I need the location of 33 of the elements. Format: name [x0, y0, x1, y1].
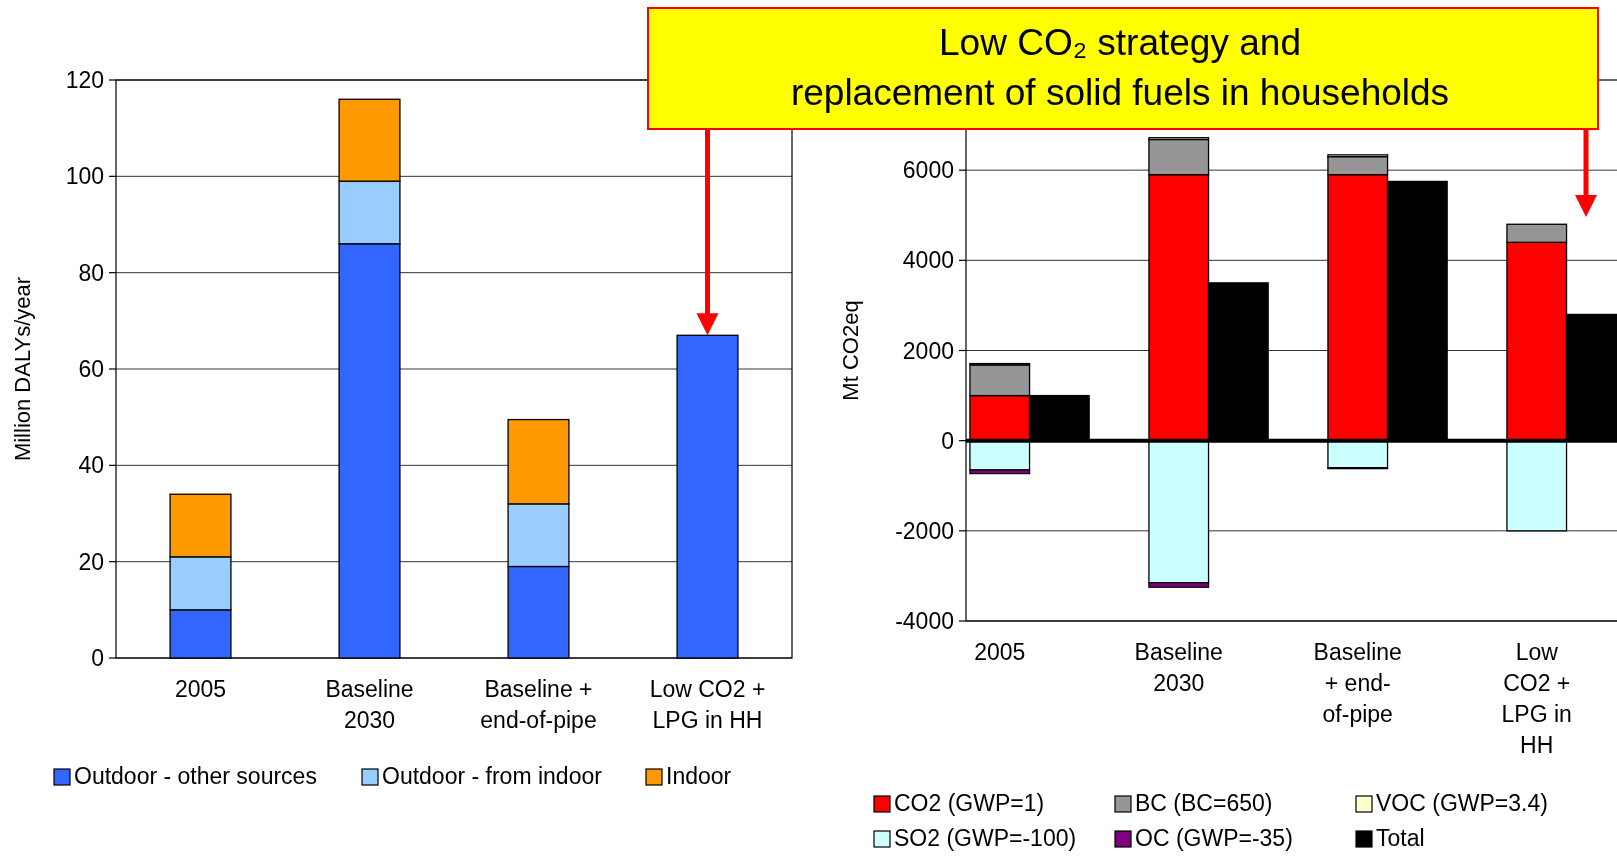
x-tick-label: Baseline 2030 — [325, 676, 414, 733]
legend-label: OC (GWP=-35) — [1135, 825, 1293, 851]
legend-label: Outdoor - from indoor — [382, 763, 603, 789]
x-tick-label: 2005 — [974, 639, 1026, 665]
x-tick-label: Baseline + end-of-pipe — [480, 676, 597, 733]
legend-label: SO2 (GWP=-100) — [894, 825, 1077, 851]
x-tick-label: Low CO2 + LPG in HH — [649, 676, 766, 733]
y-axis-title: Mt CO2eq — [838, 300, 863, 401]
x-tick-label: Baseline + end- of-pipe — [1313, 639, 1402, 727]
legend-label: Total — [1376, 825, 1425, 851]
legend-label: CO2 (GWP=1) — [894, 790, 1045, 816]
y-tick-label: -4000 — [895, 608, 954, 635]
y-tick-label: 60 — [78, 356, 104, 383]
y-tick-label: 120 — [65, 67, 104, 94]
legend-label: Outdoor - other sources — [74, 763, 317, 789]
legend-label: Indoor — [666, 763, 732, 789]
y-tick-label: 2000 — [902, 337, 954, 364]
y-tick-label: 0 — [91, 645, 104, 672]
y-tick-label: 0 — [941, 427, 954, 454]
y-tick-label: -2000 — [895, 517, 954, 544]
x-tick-label: Low CO2 + LPG in HH — [1501, 639, 1572, 758]
x-tick-label: Baseline 2030 — [1134, 639, 1223, 696]
x-tick-label: 2005 — [174, 676, 227, 702]
y-axis-title: Million DALYs/year — [10, 276, 35, 462]
annotation: Low CO₂ strategy and replacement of solid fuels in households — [790, 22, 1450, 113]
y-tick-label: 4000 — [902, 247, 954, 274]
y-tick-label: 80 — [78, 259, 104, 286]
legend-label: VOC (GWP=3.4) — [1376, 790, 1548, 816]
y-tick-label: 100 — [65, 163, 104, 190]
y-tick-label: 6000 — [902, 157, 954, 184]
y-tick-label: 20 — [78, 548, 104, 575]
y-tick-label: 40 — [78, 452, 104, 479]
legend-label: BC (BC=650) — [1135, 790, 1273, 816]
